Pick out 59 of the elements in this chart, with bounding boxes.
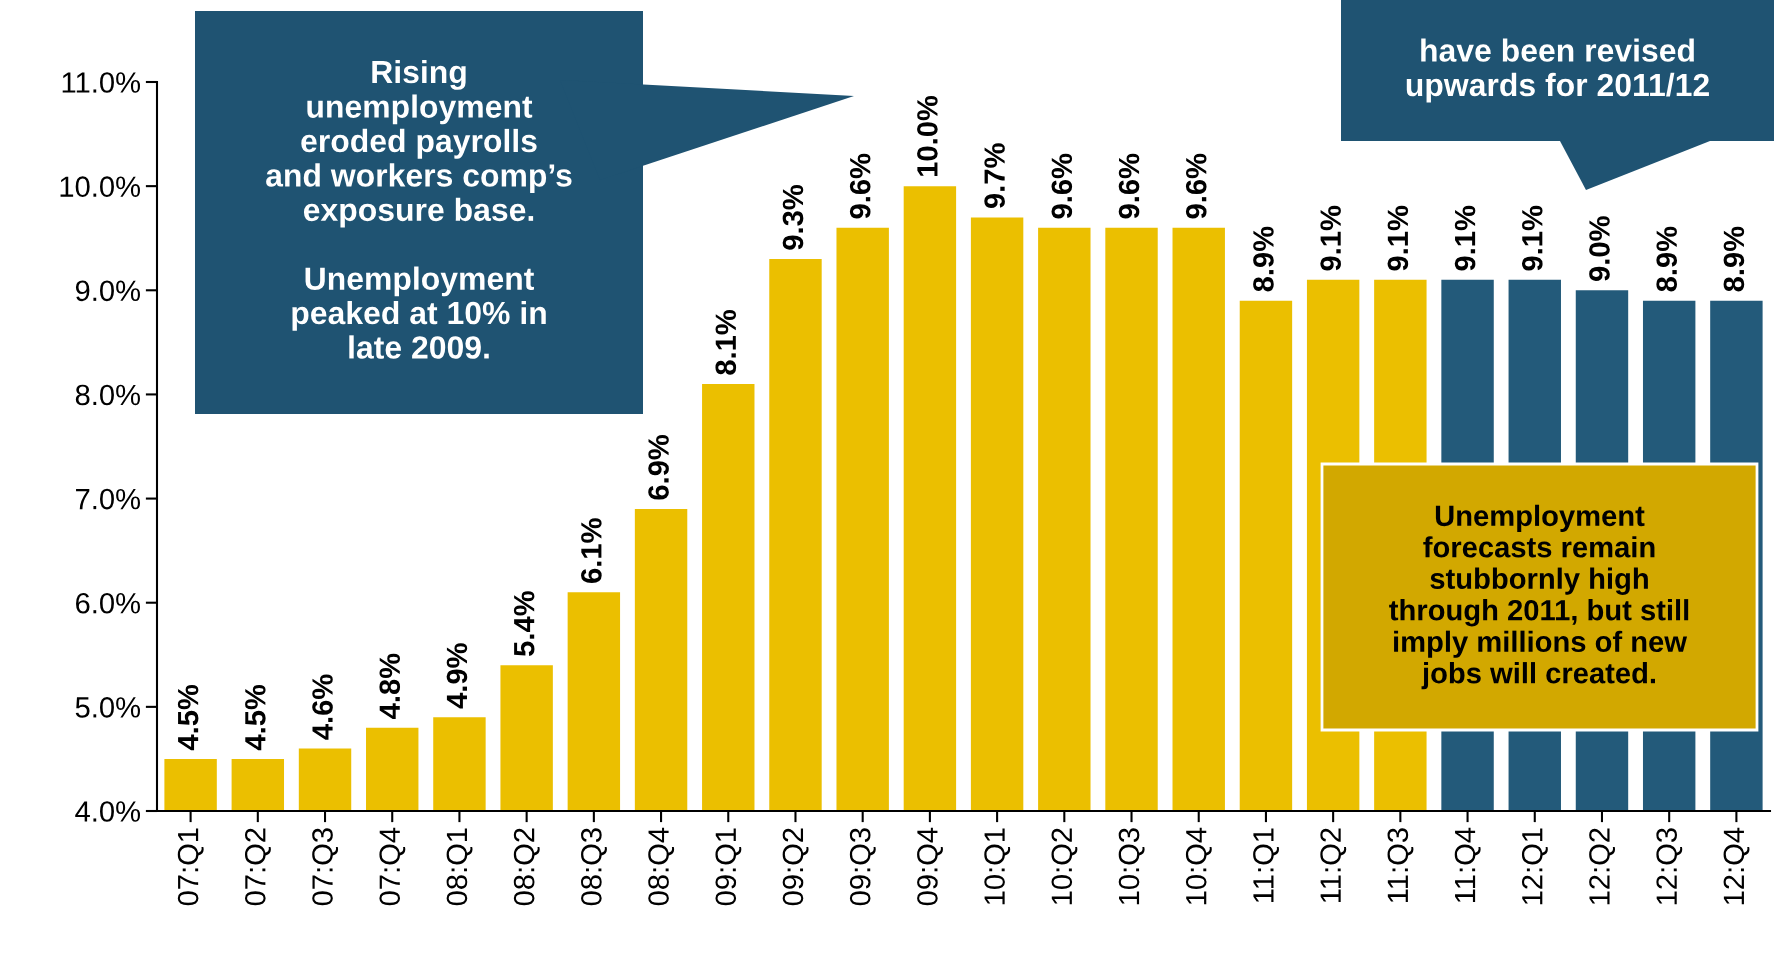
x-tick-label: 09:Q1	[715, 828, 742, 906]
y-tick-label: 4.0%	[75, 801, 140, 822]
data-label: 9.0%	[1589, 216, 1610, 281]
data-label: 4.8%	[379, 653, 401, 719]
data-label: 10.0%	[917, 95, 938, 176]
x-tick-label: 11:Q3	[1387, 828, 1414, 903]
text: Rising unemployment eroded payrolls and workers comp’s exposure base. Unemployment peaked at 10% in late 2009.	[266, 59, 572, 359]
x-tick-label: 10:Q2	[1051, 828, 1078, 905]
x-tick-label: 07:Q3	[312, 828, 339, 906]
x-tick-label: 10:Q4	[1185, 827, 1212, 905]
y-tick-label: 5.0%	[75, 697, 140, 718]
data-label: 8.9%	[1253, 226, 1274, 292]
y-tick-label: 6.0%	[76, 592, 140, 614]
x-tick-label: 11:Q1	[1253, 828, 1279, 903]
x-tick-label: 08:Q2	[513, 828, 540, 906]
data-label: 8.9%	[1656, 226, 1678, 292]
x-tick-label: 07:Q1	[177, 828, 204, 906]
y-tick-label: 7.0%	[76, 488, 140, 510]
data-label: 9.7%	[984, 143, 1005, 209]
data-label: 9.6%	[1118, 153, 1140, 219]
data-label: 9.1%	[1521, 205, 1543, 271]
data-label: 6.1%	[581, 518, 602, 583]
data-label: 9.1%	[1387, 205, 1409, 271]
x-tick-label: 07:Q4	[379, 827, 406, 906]
x-tick-label: 12:Q1	[1521, 828, 1548, 905]
y-tick-label: 9.0%	[75, 280, 140, 302]
data-label: 4.6%	[312, 674, 333, 740]
x-tick-label: 08:Q1	[446, 828, 473, 906]
data-label: 6.9%	[648, 434, 669, 500]
x-tick-label: 10:Q1	[984, 828, 1011, 905]
data-label: 8.9%	[1723, 226, 1745, 292]
data-label: 9.6%	[1185, 153, 1207, 219]
data-label: 9.6%	[1051, 153, 1073, 219]
annotation: Unemployment forecasts remain stubbornly high through 2011, but still imply millions of new jobs will created.	[1389, 504, 1689, 690]
x-tick-label: 09:Q2	[782, 828, 809, 906]
x-tick-label: 09:Q4	[917, 827, 943, 906]
data-label: 4.5%	[177, 684, 199, 751]
x-tick-label: 10:Q3	[1118, 828, 1145, 905]
x-tick-label: 12:Q4	[1723, 827, 1750, 905]
x-tick-label: 09:Q3	[849, 828, 876, 906]
annotation: have been revised upwards for 2011/12	[1406, 38, 1709, 103]
data-label: 5.4%	[513, 591, 535, 656]
data-label: 8.1%	[715, 309, 737, 375]
x-tick-label: 08:Q4	[648, 827, 675, 906]
data-label: 9.1%	[1320, 205, 1341, 271]
y-tick-label: 10.0%	[60, 176, 140, 197]
data-label: 4.5%	[245, 684, 266, 751]
x-tick-label: 11:Q2	[1320, 828, 1347, 903]
data-label: 9.3%	[782, 185, 804, 250]
data-label: 4.9%	[446, 643, 468, 709]
data-label: 9.6%	[849, 153, 871, 219]
x-tick-label: 11:Q4	[1454, 827, 1481, 903]
x-tick-label: 07:Q2	[244, 828, 271, 906]
x-tick-label: 12:Q3	[1656, 828, 1683, 905]
x-tick-label: 12:Q2	[1589, 828, 1616, 905]
data-label: 9.1%	[1454, 205, 1476, 271]
x-tick-label: 08:Q3	[581, 828, 607, 906]
y-tick-label: 11.0%	[62, 72, 140, 93]
y-tick-label: 8.0%	[75, 384, 140, 406]
